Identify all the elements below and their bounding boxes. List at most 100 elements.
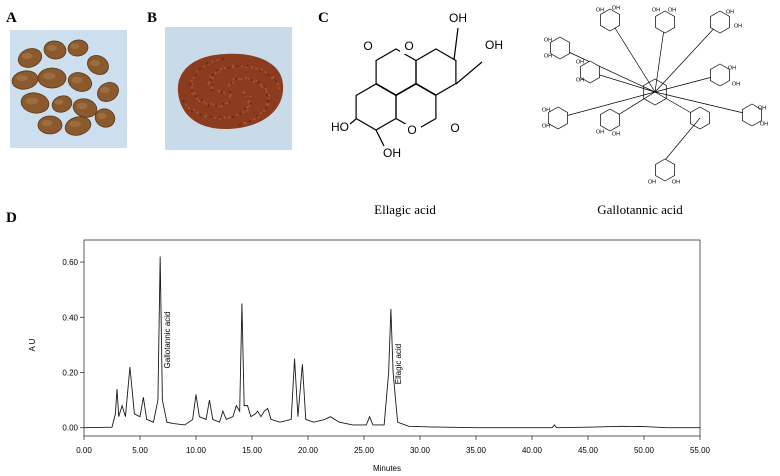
x-tick-label: 0.00 [76, 446, 92, 455]
grain [257, 81, 260, 84]
atom-label: OH [612, 131, 620, 137]
atom-label: OH [652, 7, 660, 13]
bond [455, 61, 483, 85]
atom-label: OH [542, 107, 550, 113]
grain [267, 96, 270, 100]
bond [375, 129, 385, 147]
panel-label: D [6, 210, 17, 226]
grain [221, 57, 225, 61]
atom-label: OH [383, 146, 401, 160]
atom-label: O [407, 123, 416, 137]
grain [199, 67, 202, 70]
grain [232, 77, 235, 81]
ring [710, 63, 730, 87]
grain [211, 73, 214, 77]
bond [654, 74, 721, 93]
atom-label: OH [648, 179, 656, 185]
acorn-shine [76, 102, 88, 110]
atom-label: OH [596, 129, 604, 135]
grain [231, 81, 234, 84]
atom-bg [383, 147, 401, 161]
x-tick-label: 35.00 [466, 446, 487, 455]
ellagic-structure: O O OH OH HO OH O O [331, 11, 503, 161]
x-tick-label: 5.00 [132, 446, 148, 455]
grain [228, 90, 232, 94]
grain [222, 102, 225, 105]
grain [200, 99, 203, 102]
grain [267, 73, 270, 77]
grain [232, 64, 235, 67]
atom-bg [446, 122, 464, 136]
grain [194, 73, 197, 77]
x-tick-label: 10.00 [186, 446, 207, 455]
acorn-shine [21, 52, 33, 60]
atom-bg [485, 39, 503, 53]
grain [216, 58, 219, 62]
acorn-shine [100, 86, 110, 94]
x-tick-label: 45.00 [578, 446, 599, 455]
grain [264, 88, 267, 91]
atom-bg [359, 40, 377, 54]
y-tick-label: 0.60 [62, 258, 78, 267]
x-axis-label: Minutes [373, 464, 401, 473]
grain [244, 122, 247, 126]
grain [266, 100, 270, 103]
grain [207, 104, 210, 107]
ring [643, 78, 667, 106]
atom-label: OH [760, 121, 768, 127]
grain [228, 101, 231, 104]
grain [248, 99, 251, 102]
grain [191, 83, 194, 86]
chromatogram: 0.00 5.00 10.00 15.00 20.00 25.00 30.00 35.00 40… [28, 239, 711, 473]
grain [248, 104, 251, 107]
grain [217, 70, 220, 74]
ring [600, 108, 620, 132]
grain [240, 78, 243, 81]
grain [209, 115, 212, 119]
bond [559, 47, 656, 93]
grain [207, 82, 210, 85]
plot-frame [83, 239, 701, 437]
grain [215, 104, 218, 107]
grain [262, 109, 266, 112]
ring [550, 36, 570, 60]
grain [206, 62, 209, 65]
grain [226, 101, 229, 105]
grain [218, 117, 221, 120]
grain [210, 85, 213, 88]
acorn-shine [54, 99, 64, 105]
atom-label: HO [331, 120, 349, 134]
acorn-shine [97, 112, 107, 120]
bond [664, 117, 701, 161]
grain [242, 90, 245, 94]
atom-label: OH [668, 7, 676, 13]
grain [235, 113, 238, 116]
grain [204, 115, 207, 118]
grain [255, 79, 258, 82]
grain [265, 103, 268, 106]
grain [210, 83, 214, 87]
atom-bg [331, 121, 349, 135]
y-axis-label: A U [28, 338, 37, 351]
acorn-shine [70, 43, 80, 49]
grain [248, 120, 251, 123]
bond [349, 118, 357, 125]
bond [557, 91, 656, 119]
grain [217, 105, 221, 108]
atom-label: OH [576, 59, 584, 65]
grain [211, 60, 214, 63]
acorn-shine [25, 97, 39, 105]
grain [219, 68, 223, 71]
grain [218, 90, 221, 93]
atom-label: OH [732, 81, 740, 87]
grain [214, 116, 217, 120]
grain [202, 101, 205, 104]
grain [203, 65, 206, 68]
grain [220, 91, 223, 94]
grain [211, 88, 214, 92]
atom-label: OH [485, 38, 503, 52]
grain [250, 102, 253, 105]
y-tick-label: 0.40 [62, 313, 78, 322]
grain [260, 68, 263, 71]
